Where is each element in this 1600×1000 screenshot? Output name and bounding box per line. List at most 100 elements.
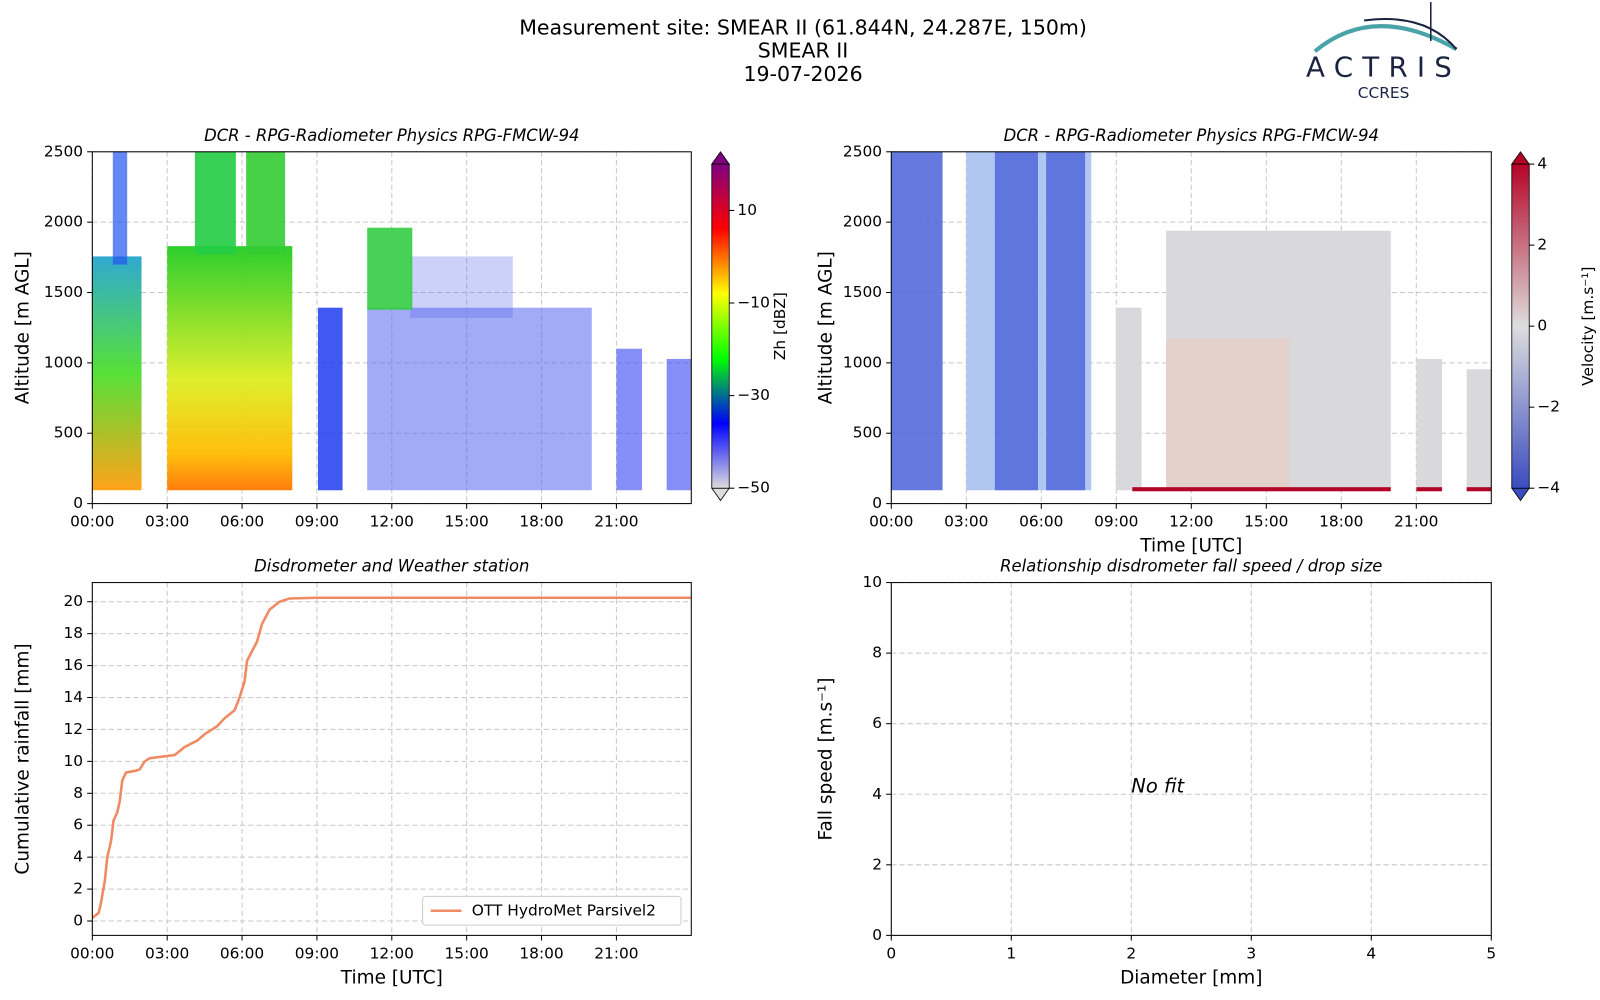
axes-frame xyxy=(91,582,692,936)
echo xyxy=(1046,151,1086,491)
y-tick-label: 16 xyxy=(63,656,83,674)
logo-arc xyxy=(1313,24,1458,53)
echo xyxy=(367,227,413,310)
echo xyxy=(1166,338,1290,491)
y-tick-label: 12 xyxy=(63,720,83,738)
colorbar-tick-label: 0 xyxy=(1537,317,1547,335)
y-axis-label: Altitude [m AGL] xyxy=(816,251,837,404)
colorbar-tick-label: −2 xyxy=(1537,398,1560,416)
x-tick-label: 06:00 xyxy=(220,513,264,531)
x-axis-label: Time [UTC] xyxy=(340,967,443,988)
x-tick-label: 09:00 xyxy=(295,944,339,962)
y-axis-label: Fall speed [m.s⁻¹] xyxy=(816,677,837,840)
echo xyxy=(194,151,236,255)
x-tick-label: 03:00 xyxy=(944,513,988,531)
echo xyxy=(167,246,293,491)
echo xyxy=(616,348,643,491)
y-tick-label: 8 xyxy=(872,644,882,662)
y-tick-label: 1500 xyxy=(44,283,83,301)
x-tick-label: 00:00 xyxy=(869,513,913,531)
x-tick-label: 1 xyxy=(1006,944,1016,962)
y-tick-label: 20 xyxy=(63,592,83,610)
colorbar-tick-label: −4 xyxy=(1537,479,1560,497)
x-tick-label: 0 xyxy=(886,944,896,962)
logo-name: ACTRIS xyxy=(1306,51,1461,84)
colorbar-tick-label: 2 xyxy=(1537,236,1547,254)
y-tick-label: 18 xyxy=(63,624,83,642)
x-tick-label: 18:00 xyxy=(519,513,563,531)
echo xyxy=(994,151,1038,491)
panel-title: DCR - RPG-Radiometer Physics RPG-FMCW-94 xyxy=(1004,126,1379,145)
x-tick-label: 15:00 xyxy=(445,513,489,531)
x-tick-label: 21:00 xyxy=(594,944,638,962)
x-tick-label: 15:00 xyxy=(1244,513,1288,531)
echo xyxy=(666,358,692,491)
y-tick-label: 2 xyxy=(872,855,882,873)
echo xyxy=(92,256,142,491)
x-tick-label: 03:00 xyxy=(145,944,189,962)
colorbar-tick-label: 4 xyxy=(1537,155,1547,173)
axes-frame xyxy=(890,151,1492,505)
y-tick-label: 0 xyxy=(73,912,83,930)
y-tick-label: 500 xyxy=(54,424,83,442)
echo xyxy=(112,151,128,265)
y-tick-label: 0 xyxy=(872,926,882,944)
colorbar-extend xyxy=(1511,487,1531,502)
logo-sub: CCRES xyxy=(1358,84,1410,102)
echo xyxy=(410,256,513,318)
y-tick-label: 500 xyxy=(853,424,882,442)
x-axis-label: Diameter [mm] xyxy=(1120,967,1262,988)
echo xyxy=(246,151,286,255)
x-tick-label: 21:00 xyxy=(1394,513,1438,531)
axes-frame xyxy=(890,582,1492,936)
echo xyxy=(1466,487,1492,492)
colorbar-extend xyxy=(711,487,731,502)
y-tick-label: 0 xyxy=(73,494,83,512)
y-tick-label: 4 xyxy=(872,785,882,803)
colorbar xyxy=(1511,163,1530,489)
x-tick-label: 4 xyxy=(1366,944,1376,962)
x-tick-label: 15:00 xyxy=(445,944,489,962)
x-axis-label: Time [UTC] xyxy=(1139,536,1242,557)
y-tick-label: 2000 xyxy=(44,213,83,231)
radar-field xyxy=(92,151,1492,492)
legend-box xyxy=(422,895,682,926)
y-axis-label: Altitude [m AGL] xyxy=(13,251,34,404)
y-axis-label: Cumulative rainfall [mm] xyxy=(13,643,34,874)
x-tick-label: 00:00 xyxy=(70,944,114,962)
echo xyxy=(1132,487,1391,492)
y-tick-label: 2 xyxy=(73,880,83,898)
title-line: Measurement site: SMEAR II (61.844N, 24.… xyxy=(519,16,1087,40)
y-tick-label: 6 xyxy=(73,816,83,834)
x-tick-label: 00:00 xyxy=(70,513,114,531)
colorbar xyxy=(711,163,730,489)
legend-label: OTT HydroMet Parsivel2 xyxy=(472,901,656,919)
echo xyxy=(317,307,343,491)
echo xyxy=(891,151,943,491)
x-tick-label: 12:00 xyxy=(1169,513,1213,531)
axes-frame xyxy=(91,151,692,505)
y-tick-label: 0 xyxy=(872,494,882,512)
echo xyxy=(367,307,592,491)
colorbar-label: Zh [dBZ] xyxy=(771,292,789,360)
echo xyxy=(1416,358,1443,491)
x-tick-label: 21:00 xyxy=(594,513,638,531)
x-tick-label: 06:00 xyxy=(1019,513,1063,531)
echo xyxy=(1115,307,1142,491)
x-tick-label: 2 xyxy=(1126,944,1136,962)
y-tick-label: 8 xyxy=(73,784,83,802)
title-line: SMEAR II xyxy=(758,38,849,62)
y-tick-label: 2500 xyxy=(44,142,83,160)
y-tick-label: 10 xyxy=(63,752,83,770)
x-tick-label: 03:00 xyxy=(145,513,189,531)
colorbar-tick-label: −30 xyxy=(737,386,769,404)
x-tick-label: 12:00 xyxy=(370,513,414,531)
logo-arc xyxy=(1363,17,1458,50)
y-tick-label: 10 xyxy=(862,573,882,591)
x-tick-label: 18:00 xyxy=(519,944,563,962)
colorbar-extend xyxy=(1511,151,1531,165)
x-tick-label: 18:00 xyxy=(1319,513,1363,531)
x-tick-label: 3 xyxy=(1246,944,1256,962)
panel-title: Disdrometer and Weather station xyxy=(254,557,529,576)
